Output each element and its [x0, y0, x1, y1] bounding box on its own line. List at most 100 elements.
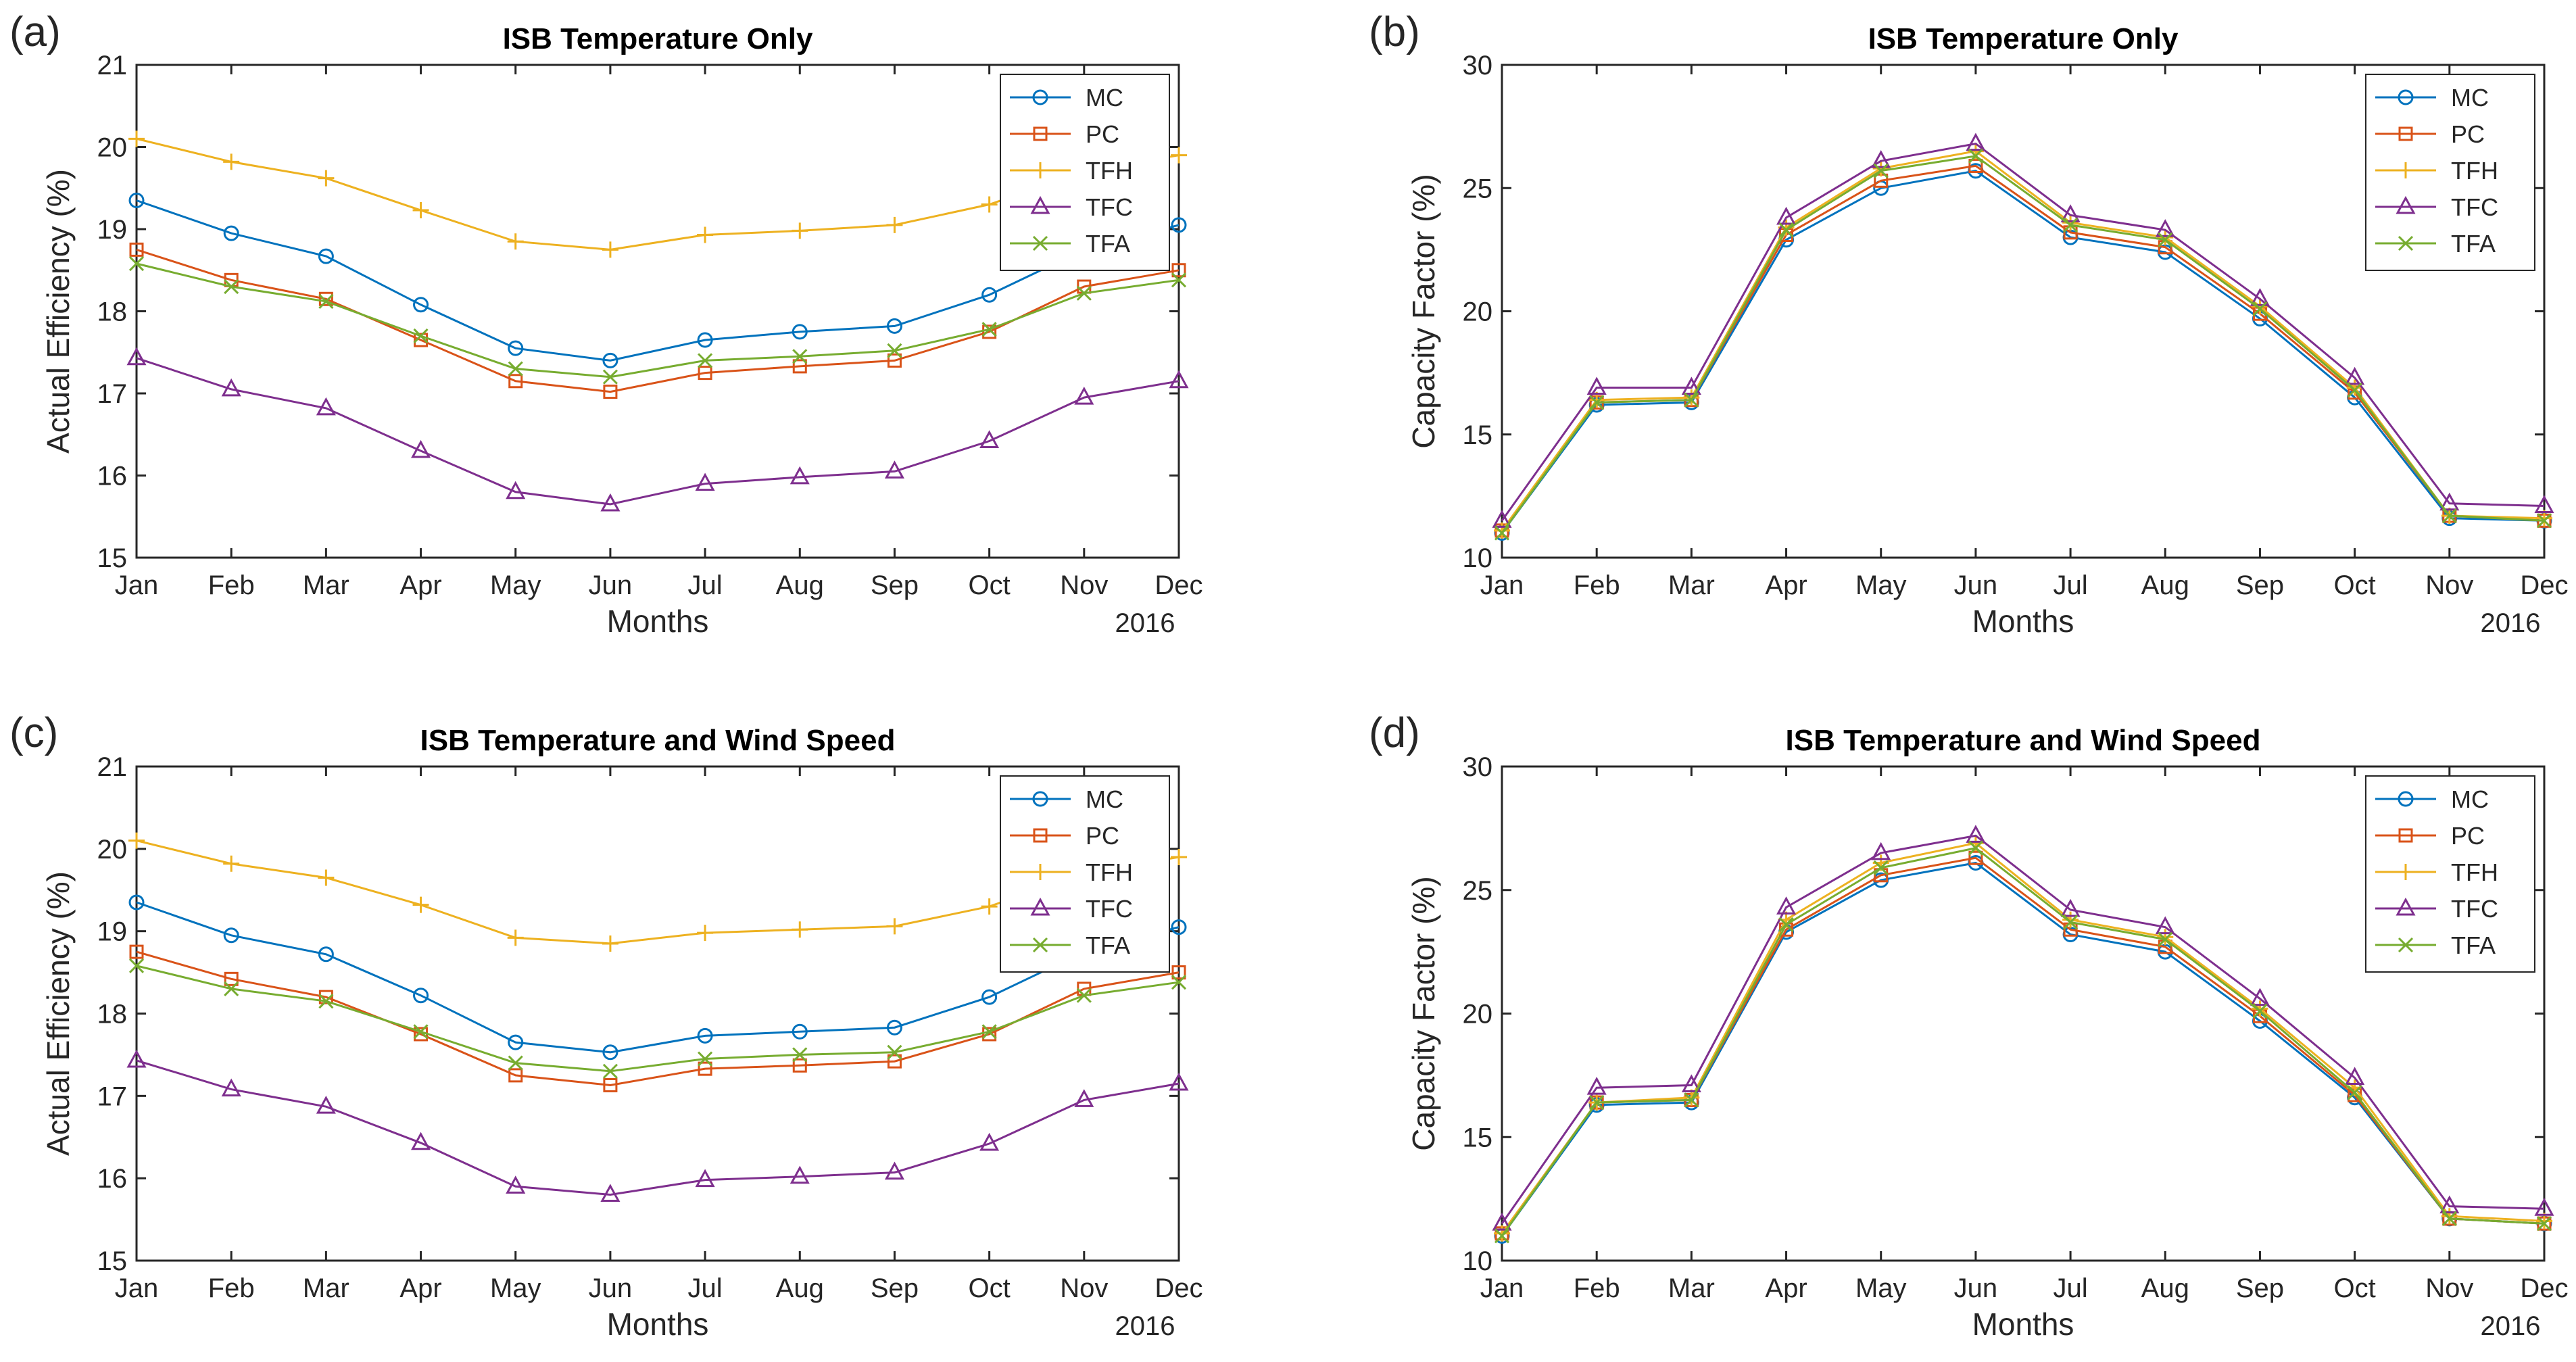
- data-point: [1681, 376, 1701, 395]
- y-tick-label: 10: [1463, 543, 1493, 573]
- legend-marker: [2396, 897, 2416, 916]
- data-point: [126, 347, 147, 366]
- legend-label: TFC: [1086, 895, 1133, 923]
- data-point: [979, 430, 1000, 448]
- x-tick-label: Jun: [589, 1273, 633, 1303]
- data-point: [697, 332, 713, 348]
- legend-entry-tfa: TFA: [2375, 230, 2496, 258]
- data-point: [603, 385, 618, 399]
- data-point: [316, 1096, 336, 1114]
- data-point: [981, 1024, 997, 1040]
- data-point: [2439, 492, 2460, 511]
- y-tick-label: 10: [1463, 1246, 1493, 1276]
- data-point: [1968, 158, 1983, 173]
- series-line: [136, 199, 1180, 362]
- legend-label: TFA: [2451, 931, 2496, 959]
- data-point: [1171, 217, 1187, 233]
- panel-label: (a): [9, 9, 61, 55]
- data-point: [508, 374, 523, 389]
- x-tick-label: May: [490, 1273, 541, 1303]
- data-point: [2441, 1208, 2458, 1225]
- legend-marker: [2396, 195, 2416, 214]
- data-point: [1966, 825, 1986, 843]
- data-point: [1074, 1089, 1094, 1107]
- data-point: [128, 958, 145, 973]
- x-tick-label: Jan: [115, 570, 159, 600]
- legend-marker: [1032, 864, 1048, 880]
- y-tick-label: 18: [97, 1000, 128, 1029]
- x-tick-label: Jun: [1954, 1273, 1998, 1303]
- legend-entry-mc: MC: [2375, 84, 2489, 112]
- data-point: [2252, 298, 2268, 315]
- x-tick-label: Mar: [303, 1273, 349, 1303]
- data-point: [1494, 525, 1510, 541]
- data-point: [602, 352, 618, 368]
- legend-label: MC: [1086, 785, 1123, 813]
- data-point: [2062, 214, 2079, 231]
- chart-title: ISB Temperature Only: [1868, 22, 2179, 55]
- data-point: [981, 898, 998, 915]
- data-point: [1589, 395, 1605, 410]
- legend-marker: [2398, 126, 2413, 141]
- legend-entry-tfh: TFH: [2375, 858, 2498, 886]
- data-point: [2252, 1003, 2268, 1019]
- panel-1: (b) ISB Temperature Only 10 15 20 25 30 Jan Feb M…: [1369, 9, 2569, 639]
- data-point: [128, 256, 145, 272]
- legend-marker: [2398, 235, 2414, 251]
- legend-marker: [1032, 235, 1048, 251]
- data-point: [318, 869, 335, 886]
- data-point: [792, 1047, 808, 1063]
- data-point: [1873, 163, 1889, 178]
- data-point: [1171, 919, 1187, 935]
- y-tick-label: 20: [97, 835, 128, 865]
- data-point: [411, 439, 431, 458]
- data-point: [697, 1027, 713, 1044]
- legend-marker: [1032, 162, 1048, 178]
- data-point: [886, 216, 903, 233]
- data-point: [412, 202, 429, 219]
- data-point: [318, 990, 333, 1004]
- x-tick-label: Feb: [1574, 1273, 1620, 1303]
- panel-label: (b): [1369, 9, 1420, 55]
- legend-entry-mc: MC: [1010, 785, 1123, 813]
- y-tick-label: 17: [97, 379, 128, 409]
- chart-title: ISB Temperature and Wind Speed: [1786, 724, 2261, 757]
- x-tick-label: Mar: [1668, 1273, 1715, 1303]
- data-point: [1968, 148, 1983, 164]
- legend-label: TFH: [1086, 858, 1133, 886]
- data-point: [1968, 850, 1983, 865]
- data-point: [1586, 1077, 1607, 1095]
- data-point: [1171, 272, 1187, 288]
- data-point: [2158, 931, 2173, 947]
- data-point: [1778, 917, 1794, 932]
- legend-label: PC: [1086, 822, 1119, 850]
- series-tfc: [1492, 825, 2554, 1231]
- data-point: [1494, 522, 1510, 539]
- x-tick-label: Jan: [1480, 1273, 1524, 1303]
- legend-label: TFC: [2451, 895, 2498, 923]
- data-point: [2062, 911, 2079, 928]
- x-tick-label: May: [1855, 570, 1907, 600]
- y-tick-label: 21: [97, 51, 128, 80]
- legend-entry-tfh: TFH: [2375, 157, 2498, 185]
- legend-marker: [1032, 937, 1048, 953]
- data-point: [2534, 495, 2554, 513]
- data-point: [887, 343, 902, 358]
- y-tick-label: 19: [97, 917, 128, 947]
- y-tick-label: 15: [97, 1246, 128, 1276]
- x-tick-label: Apr: [399, 1273, 441, 1303]
- data-point: [508, 361, 523, 376]
- data-point: [887, 1044, 902, 1060]
- data-point: [221, 1078, 241, 1097]
- data-point: [1169, 370, 1189, 389]
- data-point: [411, 1132, 431, 1150]
- series-tfa: [1494, 840, 2552, 1244]
- y-tick-label: 20: [97, 133, 128, 163]
- series-tfc: [126, 347, 1189, 512]
- data-point: [1684, 392, 1699, 408]
- legend-marker: [2398, 162, 2414, 178]
- legend-marker: [2398, 937, 2414, 953]
- data-point: [695, 1169, 715, 1188]
- data-point: [981, 989, 998, 1005]
- series-line: [1501, 842, 2545, 1234]
